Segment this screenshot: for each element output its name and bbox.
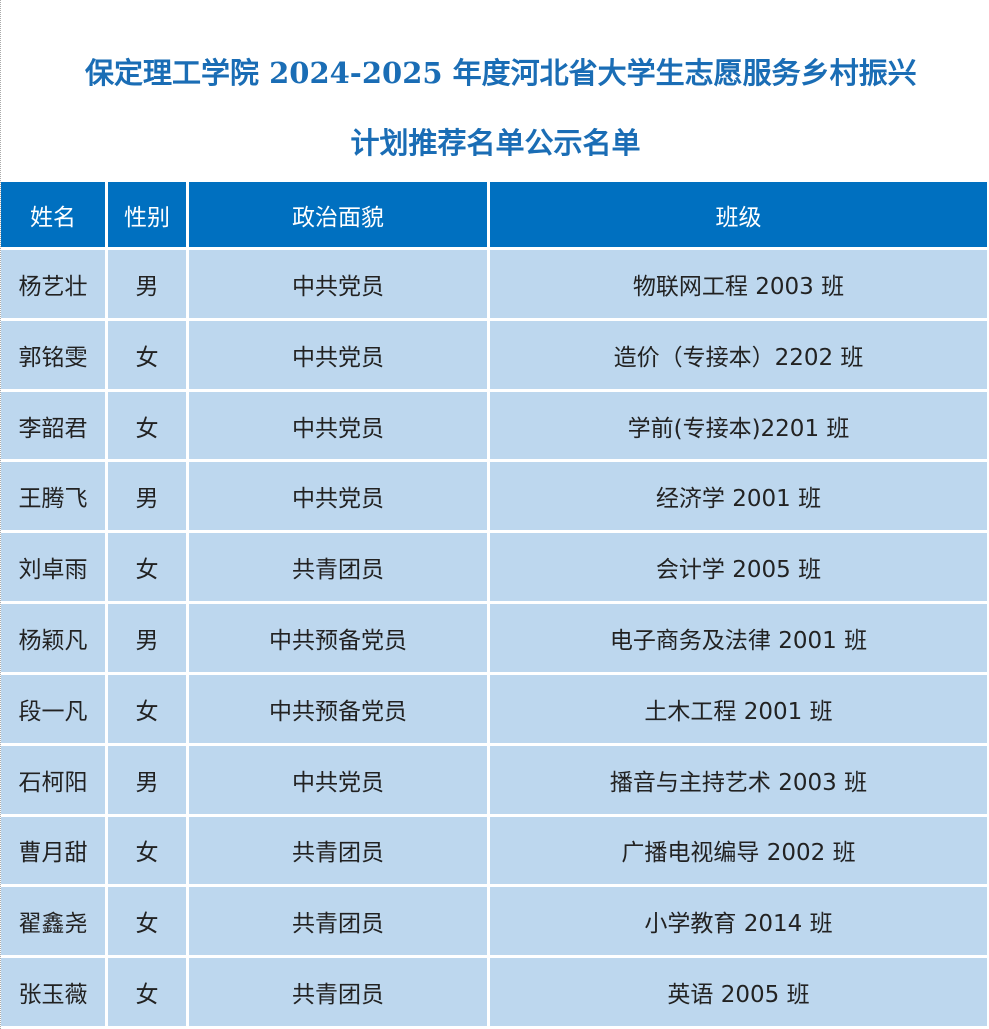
- column-header: 性别: [108, 182, 186, 247]
- table-cell: 翟鑫尧: [1, 887, 105, 956]
- table-cell: 段一凡: [1, 674, 105, 743]
- table-cell: 广播电视编导 2002 班: [490, 816, 987, 885]
- column-header: 姓名: [1, 182, 105, 247]
- table-cell: 男: [108, 604, 186, 672]
- table-cell: 男: [108, 250, 186, 318]
- table-cell: 共青团员: [189, 887, 487, 956]
- table-cell: 石柯阳: [1, 745, 105, 814]
- table-cell: 男: [108, 462, 186, 531]
- table-cell: 男: [108, 745, 186, 814]
- table-cell: 女: [108, 320, 186, 389]
- table-cell: 造价（专接本）2202 班: [490, 320, 987, 389]
- table-cell: 中共党员: [189, 320, 487, 389]
- column-header: 政治面貌: [189, 182, 487, 247]
- table-cell: 中共党员: [189, 462, 487, 531]
- table-cell: 学前(专接本)2201 班: [490, 391, 987, 460]
- table-cell: 会计学 2005 班: [490, 533, 987, 602]
- table-cell: 李韶君: [1, 391, 105, 460]
- table-cell: 中共党员: [189, 391, 487, 460]
- table-cell: 共青团员: [189, 958, 487, 1026]
- table-cell: 土木工程 2001 班: [490, 674, 987, 743]
- column-header: 班级: [490, 182, 987, 247]
- table-cell: 共青团员: [189, 816, 487, 885]
- table-cell: 英语 2005 班: [490, 958, 987, 1026]
- title-line: 保定理工学院 2024-2025 年度河北省大学生志愿服务乡村振兴: [85, 56, 917, 90]
- table-cell: 女: [108, 674, 186, 743]
- table-cell: 中共党员: [189, 250, 487, 318]
- table-cell: 杨颖凡: [1, 604, 105, 672]
- table-cell: 郭铭雯: [1, 320, 105, 389]
- table-cell: 中共预备党员: [189, 674, 487, 743]
- table-cell: 女: [108, 816, 186, 885]
- table-cell: 刘卓雨: [1, 533, 105, 602]
- table-cell: 女: [108, 958, 186, 1026]
- table-cell: 物联网工程 2003 班: [490, 250, 987, 318]
- table-cell: 中共预备党员: [189, 604, 487, 672]
- table-cell: 女: [108, 533, 186, 602]
- table-cell: 女: [108, 887, 186, 956]
- table-cell: 播音与主持艺术 2003 班: [490, 745, 987, 814]
- table-cell: 杨艺壮: [1, 250, 105, 318]
- table-cell: 经济学 2001 班: [490, 462, 987, 531]
- table-cell: 中共党员: [189, 745, 487, 814]
- table-cell: 电子商务及法律 2001 班: [490, 604, 987, 672]
- table-cell: 张玉薇: [1, 958, 105, 1026]
- table-cell: 共青团员: [189, 533, 487, 602]
- table-cell: 小学教育 2014 班: [490, 887, 987, 956]
- table-cell: 王腾飞: [1, 462, 105, 531]
- table-cell: 曹月甜: [1, 816, 105, 885]
- title-line: 计划推荐名单公示名单: [350, 126, 641, 160]
- table-cell: 女: [108, 391, 186, 460]
